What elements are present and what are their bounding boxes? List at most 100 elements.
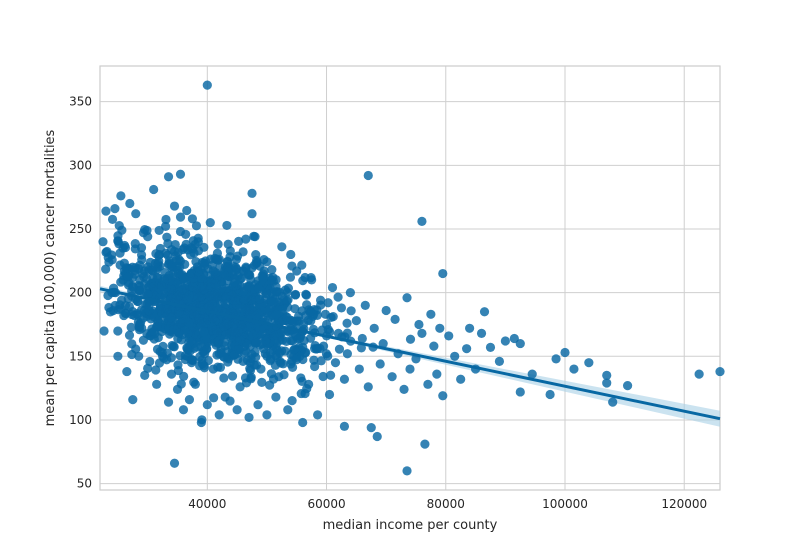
dense-cluster-point [232, 251, 243, 261]
dense-cluster-point [213, 362, 223, 372]
data-point [608, 397, 618, 407]
y-tick-label: 350 [69, 95, 92, 109]
dense-cluster-point [290, 290, 301, 300]
dense-cluster-point [234, 236, 244, 246]
data-point [214, 410, 224, 420]
dense-cluster-point [145, 356, 155, 367]
dense-cluster-point [192, 342, 202, 352]
dense-cluster-point [279, 370, 289, 380]
dense-cluster-point [197, 273, 207, 283]
data-point [247, 188, 257, 198]
y-tick-label: 100 [69, 413, 92, 427]
dense-cluster-point [175, 256, 186, 266]
dense-cluster-point [277, 335, 288, 345]
data-point [116, 191, 126, 201]
data-point [152, 379, 162, 389]
dense-cluster-point [162, 232, 172, 242]
data-point [271, 392, 281, 402]
data-point [420, 439, 430, 449]
dense-cluster-point [213, 239, 223, 249]
y-tick-labels: 50 100 150 200 250 300 350 [69, 95, 92, 491]
dense-cluster-point [242, 339, 252, 349]
y-tick-label: 50 [77, 477, 92, 491]
data-point [128, 394, 138, 405]
dense-cluster-point [135, 260, 145, 270]
dense-cluster-point [114, 221, 124, 231]
dense-cluster-point [202, 333, 212, 343]
dense-cluster-point [312, 343, 323, 354]
dense-cluster-point [219, 352, 229, 362]
data-point [277, 242, 287, 252]
dense-cluster-point [207, 322, 217, 332]
data-point [312, 410, 323, 420]
dense-cluster-point [318, 371, 328, 382]
data-point [545, 389, 555, 400]
x-tick-label: 40000 [188, 497, 226, 511]
data-point [450, 351, 460, 361]
y-tick-label: 200 [69, 286, 92, 300]
dense-cluster-point [180, 354, 190, 365]
dense-cluster-point [126, 322, 136, 332]
data-point [715, 366, 725, 377]
data-point [462, 344, 472, 354]
dense-cluster-point [136, 243, 147, 253]
dense-cluster-point [115, 248, 125, 258]
data-point [178, 405, 189, 415]
data-point [560, 347, 570, 358]
data-point [417, 328, 427, 338]
dense-cluster-point [209, 393, 219, 403]
dense-cluster-point [221, 283, 231, 293]
data-point [125, 198, 135, 209]
data-point [247, 209, 257, 219]
data-point [426, 309, 436, 319]
dense-cluster-point [135, 281, 145, 292]
data-point [169, 458, 180, 468]
x-tick-labels: 40000 60000 80000 100000 120000 [188, 497, 707, 511]
data-point [387, 372, 397, 382]
dense-cluster-point [124, 301, 135, 312]
data-point [354, 364, 364, 374]
data-point [622, 380, 633, 391]
regression-line [99, 287, 721, 421]
data-point [184, 394, 195, 405]
dense-cluster-point [222, 220, 232, 231]
dense-cluster-point [287, 396, 297, 406]
data-point [390, 314, 400, 324]
data-point [360, 300, 370, 310]
dense-cluster-point [305, 333, 316, 343]
dense-cluster-point [189, 377, 199, 387]
dense-cluster-point [222, 319, 232, 329]
y-tick-label: 150 [69, 349, 92, 363]
dense-cluster-point [168, 341, 178, 352]
y-tick-label: 250 [69, 222, 92, 236]
dense-cluster-point [124, 330, 135, 340]
data-point [456, 374, 466, 384]
dense-cluster-point [297, 260, 307, 270]
x-tick-label: 60000 [307, 497, 345, 511]
dense-cluster-point [262, 257, 272, 267]
dense-cluster-point [249, 330, 259, 340]
dense-cluster-point [182, 205, 192, 216]
data-point [381, 305, 391, 316]
data-point [429, 341, 439, 351]
dense-cluster-point [225, 246, 235, 256]
dense-cluster-point [251, 360, 262, 370]
dense-cluster-point [302, 300, 312, 310]
data-point [131, 209, 141, 219]
dense-cluster-point [255, 261, 265, 271]
data-point [351, 316, 361, 326]
dense-cluster-point [162, 355, 172, 365]
dense-cluster-point [249, 231, 259, 241]
dense-cluster-point [181, 229, 191, 239]
data-point [414, 319, 424, 330]
dense-cluster-point [155, 304, 166, 314]
dense-cluster-point [289, 344, 300, 355]
dense-cluster-point [119, 258, 129, 268]
data-point [432, 369, 442, 379]
dense-cluster-point [191, 221, 202, 231]
dense-cluster-point [187, 355, 197, 365]
dense-cluster-point [254, 284, 264, 294]
dense-cluster-point [103, 290, 113, 301]
data-point [485, 342, 496, 352]
data-point [494, 356, 505, 366]
